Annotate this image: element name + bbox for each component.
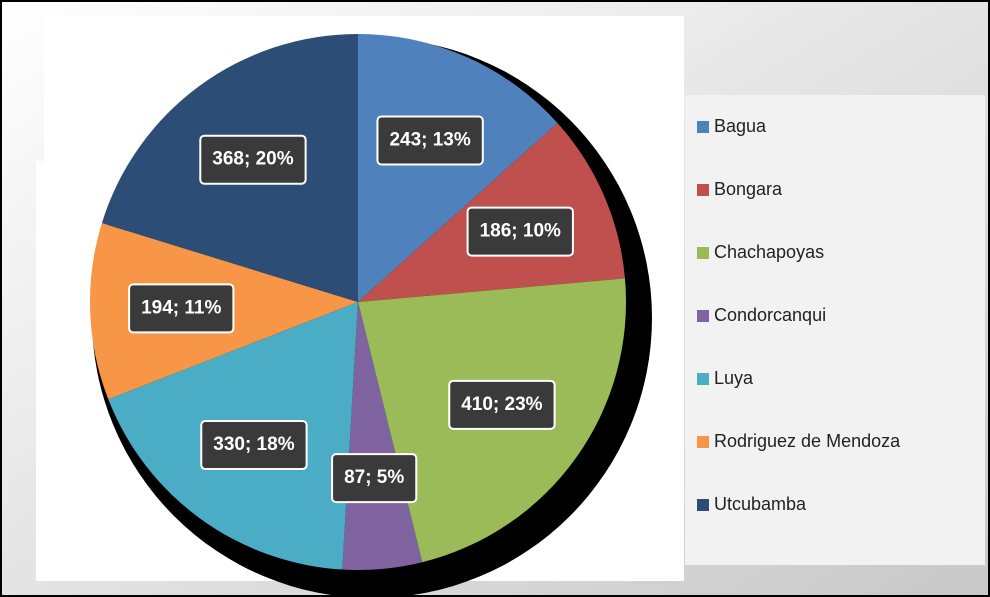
legend-label: Bagua bbox=[714, 116, 767, 136]
data-label-box bbox=[199, 134, 307, 185]
legend-label: Rodriguez de Mendoza bbox=[714, 431, 901, 451]
data-label-box bbox=[376, 115, 484, 166]
legend-swatch bbox=[697, 436, 709, 448]
data-label: 330; 18% bbox=[200, 420, 308, 471]
data-label-text: 368; 20% bbox=[212, 149, 293, 170]
data-label: 243; 13% bbox=[376, 115, 484, 166]
legend-panel bbox=[685, 95, 985, 565]
data-label-text: 410; 23% bbox=[461, 394, 542, 415]
data-label: 410; 23% bbox=[448, 379, 556, 430]
data-label-box bbox=[128, 283, 235, 334]
data-label-text: 87; 5% bbox=[344, 467, 404, 488]
data-label: 186; 10% bbox=[466, 206, 574, 257]
data-label-box bbox=[331, 453, 418, 504]
legend-label: Luya bbox=[714, 368, 754, 388]
data-label-text: 194; 11% bbox=[141, 297, 221, 318]
data-label: 194; 11% bbox=[128, 283, 235, 334]
data-label-text: 330; 18% bbox=[213, 434, 294, 455]
legend-label: Condorcanqui bbox=[714, 305, 826, 325]
legend-swatch bbox=[697, 184, 709, 196]
data-label: 368; 20% bbox=[199, 134, 307, 185]
legend-label: Bongara bbox=[714, 179, 783, 199]
legend-swatch bbox=[697, 247, 709, 259]
data-label-text: 243; 13% bbox=[389, 130, 470, 151]
data-label-text: 186; 10% bbox=[480, 221, 561, 242]
pie: 243; 13% 186; 10% 410; 23% 87; 5% 330; 18% 19… bbox=[90, 34, 626, 570]
data-label-box bbox=[200, 420, 308, 471]
legend-swatch bbox=[697, 121, 709, 133]
legend-swatch bbox=[697, 373, 709, 385]
legend-label: Utcubamba bbox=[714, 494, 807, 514]
data-label-box bbox=[448, 379, 556, 430]
legend-swatch bbox=[697, 499, 709, 511]
data-label-box bbox=[466, 206, 574, 257]
legend-swatch bbox=[697, 310, 709, 322]
legend-label: Chachapoyas bbox=[714, 242, 824, 262]
pie-slice bbox=[358, 34, 558, 302]
legend: Bagua Bongara Chachapoyas Condorcanqui Luya R… bbox=[697, 116, 901, 514]
data-label: 87; 5% bbox=[331, 453, 418, 504]
